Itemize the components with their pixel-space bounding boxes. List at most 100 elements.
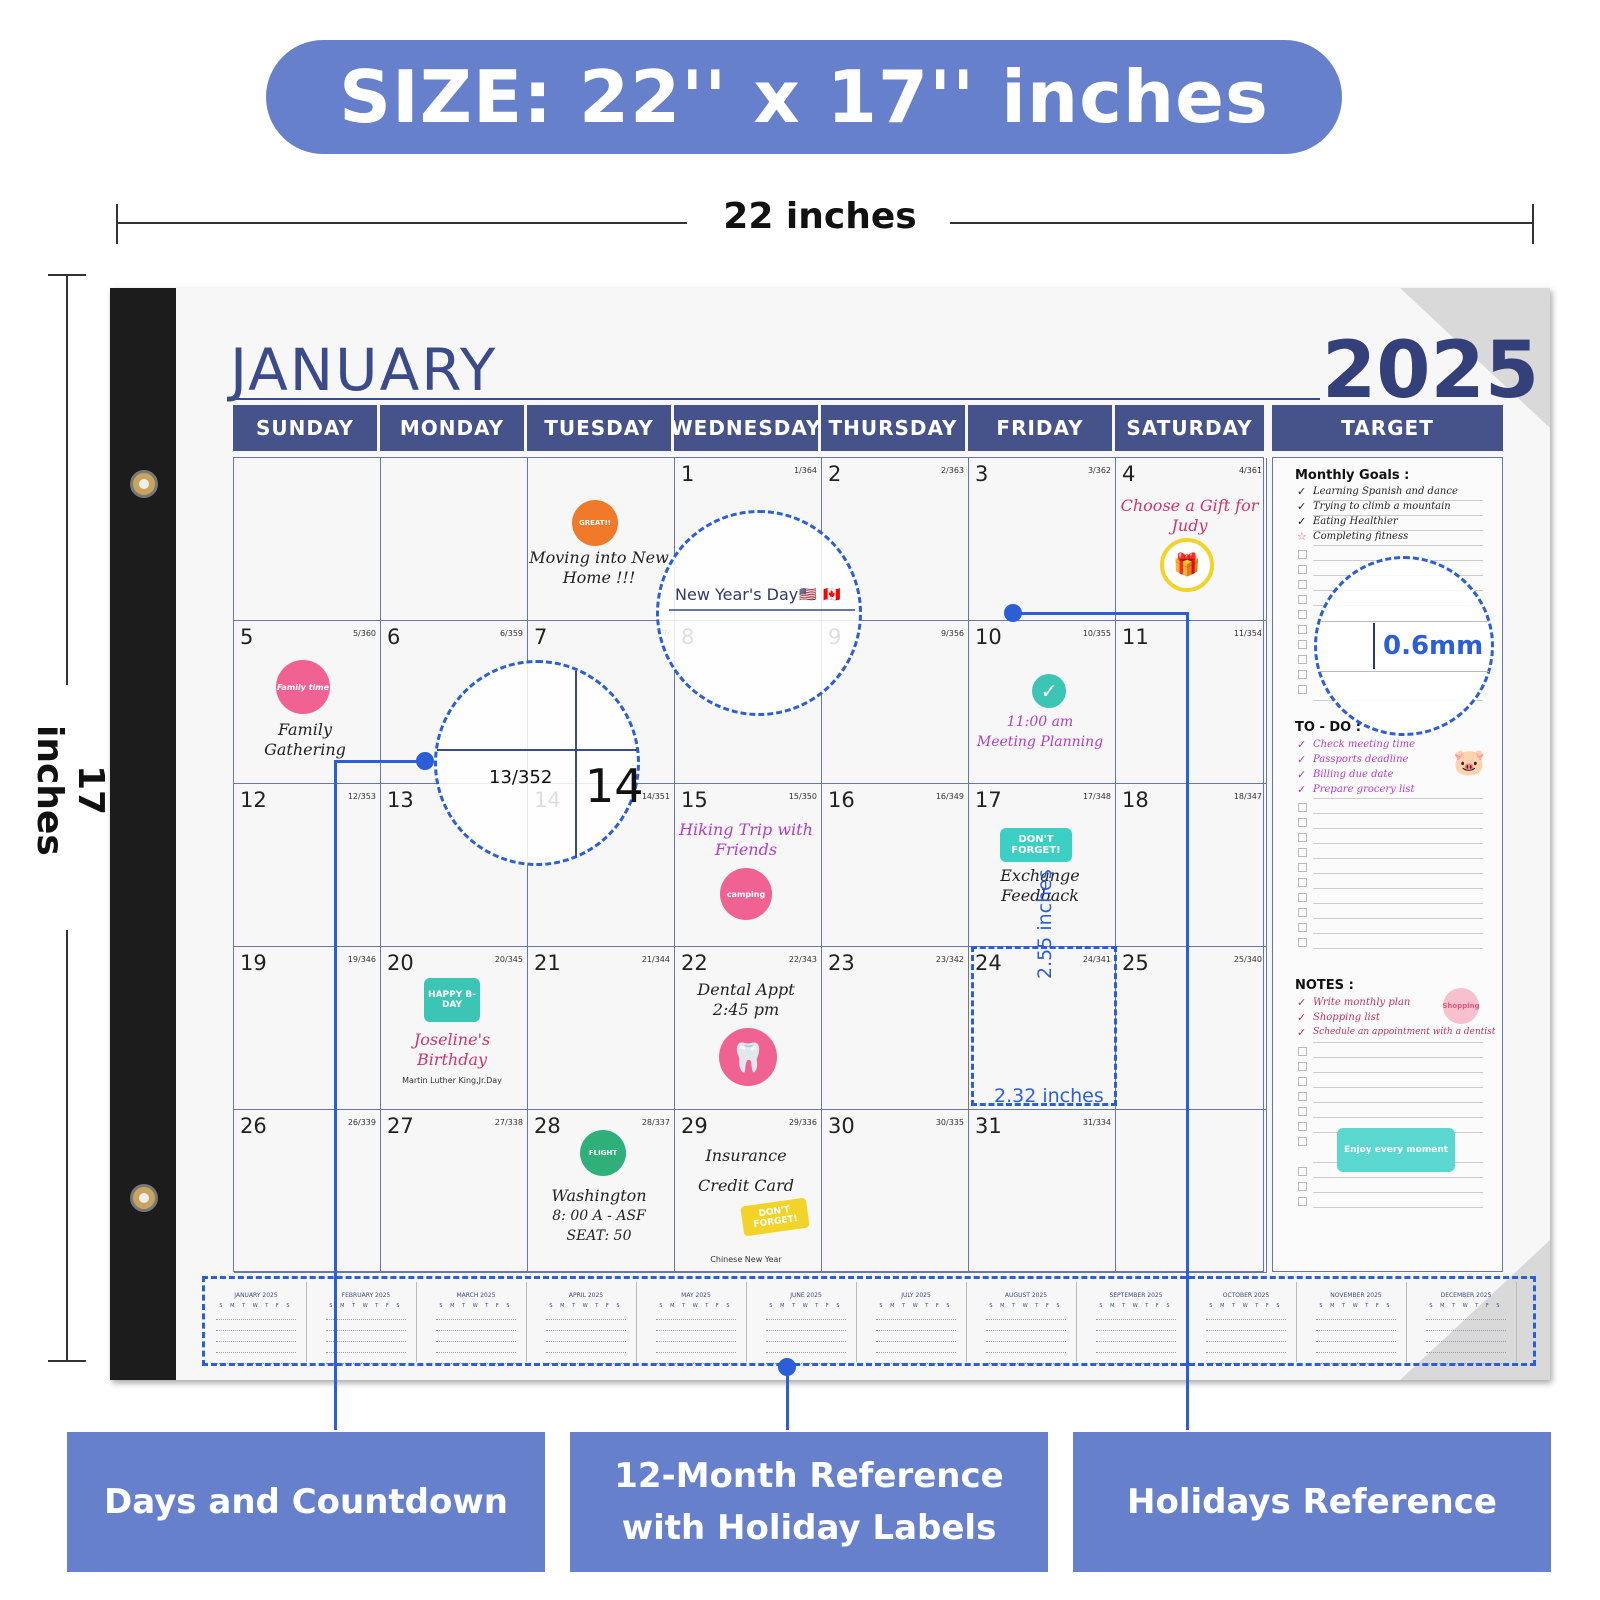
day-cell[interactable]: 27 27/338 <box>381 1110 528 1273</box>
day-cell[interactable]: 3 3/362 <box>969 458 1116 621</box>
goal-item: Eating Healthier <box>1313 516 1398 527</box>
mini-month-row <box>1206 1311 1286 1320</box>
grommet-bottom-icon <box>130 1184 158 1212</box>
checkbox[interactable] <box>1298 1182 1307 1191</box>
day-cell[interactable]: 29 29/336 <box>675 1110 822 1273</box>
checkbox[interactable] <box>1298 863 1307 872</box>
mini-month-row <box>656 1344 736 1353</box>
mini-month-row <box>1096 1322 1176 1331</box>
day-cell[interactable]: 25 25/340 <box>1116 947 1267 1110</box>
day-cell[interactable]: 2 2/363 <box>822 458 969 621</box>
checkbox[interactable] <box>1298 1077 1307 1086</box>
goal-check-icon: ✓ <box>1297 485 1307 498</box>
mini-month-row <box>986 1322 1066 1331</box>
day-countdown: 6/359 <box>499 629 523 638</box>
note-check-icon: ✓ <box>1297 996 1307 1009</box>
mini-month-row <box>876 1322 956 1331</box>
month-underline <box>230 398 1320 400</box>
checkbox[interactable] <box>1298 1137 1307 1146</box>
checkbox[interactable] <box>1298 550 1307 559</box>
checkbox[interactable] <box>1298 908 1307 917</box>
day-cell[interactable]: 19 19/346 <box>234 947 381 1110</box>
mini-month-row <box>1426 1344 1506 1353</box>
zoom-grid-line <box>669 609 855 611</box>
day-number: 13 <box>387 788 414 812</box>
day-cell[interactable]: 16 16/349 <box>822 784 969 947</box>
checkbox[interactable] <box>1298 1062 1307 1071</box>
dont-forget-yellow-text: DON'T FORGET! <box>752 1204 799 1231</box>
day-number: 23 <box>828 951 855 975</box>
day-countdown: 29/336 <box>788 1118 817 1127</box>
checkbox[interactable] <box>1298 1092 1307 1101</box>
checkbox[interactable] <box>1298 610 1307 619</box>
checkbox[interactable] <box>1298 1122 1307 1131</box>
day-cell[interactable]: 31 31/334 <box>969 1110 1116 1273</box>
checkbox[interactable] <box>1298 625 1307 634</box>
day-cell[interactable]: 20 20/345 <box>381 947 528 1110</box>
checkbox[interactable] <box>1298 580 1307 589</box>
day-cell[interactable] <box>1116 1110 1267 1273</box>
event-exchange[interactable]: Exchange Feedback <box>968 866 1112 906</box>
mini-month-title: FEBRUARY 2025 <box>341 1292 391 1299</box>
checkbox[interactable] <box>1298 1107 1307 1116</box>
day-cell[interactable] <box>234 458 381 621</box>
checkbox[interactable] <box>1298 803 1307 812</box>
mini-month-row <box>986 1333 1066 1342</box>
event-flight[interactable]: Washington 8: 00 A - ASF SEAT: 50 <box>527 1186 671 1246</box>
day-cell[interactable]: 12 12/353 <box>234 784 381 947</box>
mini-month-row <box>986 1344 1066 1353</box>
checkbox[interactable] <box>1298 878 1307 887</box>
checkbox[interactable] <box>1298 565 1307 574</box>
mini-month-row <box>876 1344 956 1353</box>
day-cell[interactable]: 23 23/342 <box>822 947 969 1110</box>
dont-forget-sticker-icon: DON'T FORGET! <box>1000 828 1072 862</box>
checkbox[interactable] <box>1298 1197 1307 1206</box>
event-meeting-text: Meeting Planning <box>976 734 1104 750</box>
day-cell[interactable]: 11 11/354 <box>1116 621 1267 784</box>
checkbox[interactable] <box>1298 595 1307 604</box>
day-cell[interactable] <box>528 458 675 621</box>
checkbox[interactable] <box>1298 1167 1307 1176</box>
checkbox[interactable] <box>1298 655 1307 664</box>
event-moving[interactable]: Moving into New Home !!! <box>527 548 671 588</box>
event-birthday[interactable]: Joseline's Birthday Martin Luther King,J… <box>380 1030 524 1085</box>
checkbox[interactable] <box>1298 670 1307 679</box>
event-dental[interactable]: Dental Appt 2:45 pm <box>674 980 818 1020</box>
day-cell[interactable]: 30 30/335 <box>822 1110 969 1273</box>
gift-icon: 🎁 <box>1160 538 1214 592</box>
day-cell[interactable]: 28 28/337 <box>528 1110 675 1273</box>
day-cell[interactable]: 4 4/361 <box>1116 458 1267 621</box>
checkbox[interactable] <box>1298 938 1307 947</box>
day-cell[interactable]: 15 15/350 <box>675 784 822 947</box>
day-cell[interactable]: 5 5/360 <box>234 621 381 784</box>
height-dimension-line-bottom <box>66 930 68 1360</box>
event-insurance[interactable]: Insurance Credit Card <box>674 1146 818 1196</box>
width-dimension-line-right <box>950 222 1533 224</box>
mini-month-row <box>1206 1344 1286 1353</box>
event-meeting[interactable]: 11:00 am Meeting Planning <box>968 712 1112 752</box>
width-label: 22 inches <box>723 196 917 237</box>
checkbox[interactable] <box>1298 833 1307 842</box>
checkbox[interactable] <box>1298 923 1307 932</box>
checkbox[interactable] <box>1298 1047 1307 1056</box>
day-cell[interactable]: 21 21/344 <box>528 947 675 1110</box>
checkbox[interactable] <box>1298 640 1307 649</box>
day-cell[interactable]: 22 22/343 <box>675 947 822 1110</box>
checkbox[interactable] <box>1298 848 1307 857</box>
mini-month-row <box>876 1333 956 1342</box>
checkbox[interactable] <box>1298 893 1307 902</box>
checkbox[interactable] <box>1298 818 1307 827</box>
day-countdown: 15/350 <box>788 792 817 801</box>
mini-month-row <box>766 1344 846 1353</box>
event-family[interactable]: Family Gathering <box>240 720 370 760</box>
line <box>1313 500 1483 501</box>
checkbox[interactable] <box>1298 685 1307 694</box>
day-cell[interactable] <box>381 458 528 621</box>
chinese-new-year-label: Chinese New Year <box>710 1255 782 1264</box>
event-gift[interactable]: Choose a Gift for Judy <box>1115 496 1264 536</box>
day-cell[interactable]: 26 26/339 <box>234 1110 381 1273</box>
day-cell[interactable]: 10 10/355 <box>969 621 1116 784</box>
day-number: 6 <box>387 625 401 649</box>
event-hiking[interactable]: Hiking Trip with Friends <box>674 820 818 860</box>
day-cell[interactable]: 18 18/347 <box>1116 784 1267 947</box>
